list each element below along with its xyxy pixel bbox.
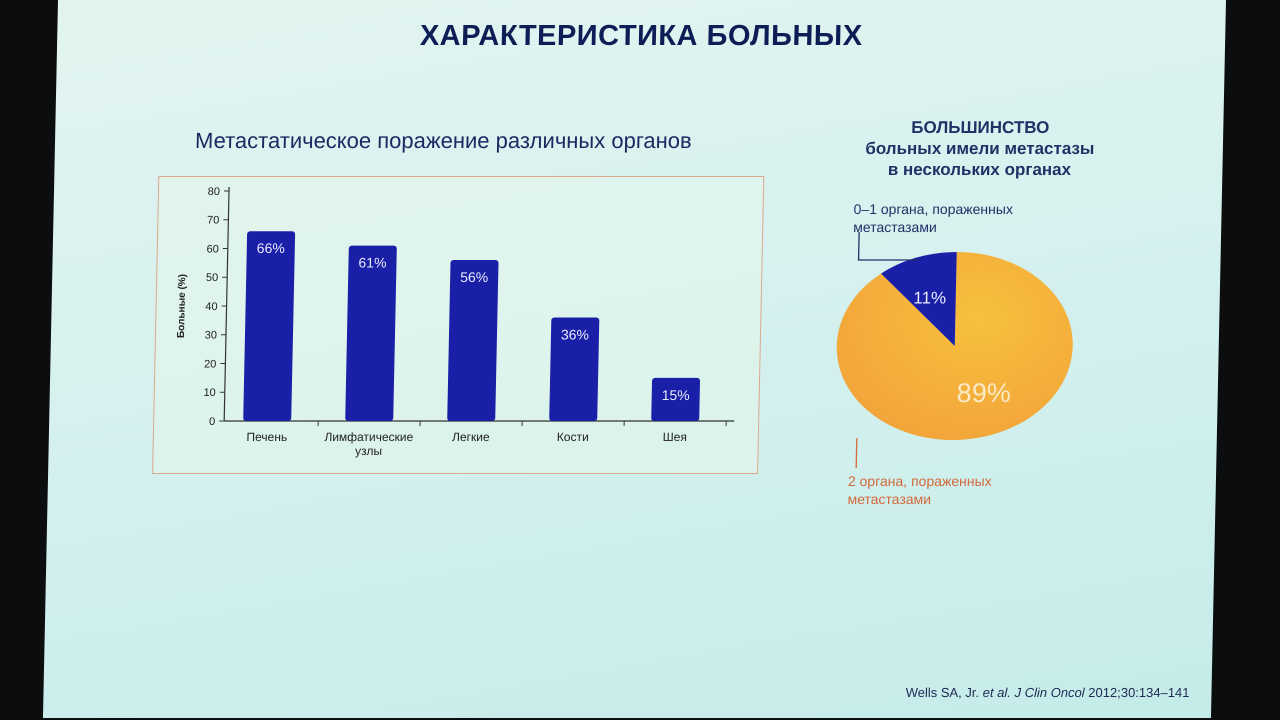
bar-data-label: 56%: [460, 269, 488, 285]
y-axis-label: Больные (%): [176, 274, 188, 338]
pie-leader-small: [857, 232, 919, 261]
citation-ref: 2012;30:134–141: [1088, 685, 1190, 700]
bar: [651, 377, 701, 421]
x-category-label: Печень: [246, 430, 287, 444]
pie-data-label-large: 89%: [956, 378, 1011, 408]
y-tick-label: 70: [207, 215, 219, 227]
pie-heading-line-2: больных имели метастазы: [865, 139, 1095, 158]
bar-data-label: 66%: [257, 240, 285, 256]
pie-data-label-small: 11%: [913, 288, 946, 307]
bar-chart-frame: 0 10 20 30 40 50 60 70 80 Больные (%) 66% Печень 61%…: [152, 176, 765, 474]
pie-heading-line-3: в нескольких органах: [887, 160, 1072, 179]
bar-chart-heading: Метастатическое поражение различных орга…: [194, 128, 692, 153]
pie-heading-line-1: БОЛЬШИНСТВО: [911, 118, 1050, 137]
citation-etal: et al.: [982, 685, 1012, 700]
bar-data-label: 36%: [561, 327, 589, 343]
y-tick-label: 30: [205, 330, 217, 342]
bar-chart: 0 10 20 30 40 50 60 70 80 Больные (%) 66% Печень 61%…: [176, 186, 735, 458]
citation-journal: J Clin Oncol: [1014, 685, 1085, 700]
pie-chart: 11% 89%: [836, 232, 1073, 468]
y-tick-label: 10: [203, 387, 215, 399]
y-tick-label: 50: [206, 272, 218, 284]
bar: [447, 260, 499, 421]
pie-label-large-line-2: метастазами: [847, 491, 932, 507]
bar: [549, 317, 600, 421]
y-tick-label: 40: [205, 301, 218, 313]
pie-leader-large: [855, 438, 858, 468]
bar-data-label: 61%: [358, 255, 386, 271]
pie-label-small-line-1: 0–1 органа, пораженных: [853, 201, 1014, 217]
bar: [345, 245, 397, 421]
slide: ХАРАКТЕРИСТИКА БОЛЬНЫХ Метастатическое п…: [42, 0, 1226, 718]
y-tick-label: 80: [208, 186, 221, 198]
bar: [243, 231, 296, 421]
pie-chart-heading: БОЛЬШИНСТВО больных имели метастазы в не…: [839, 117, 1120, 180]
y-axis-line: [223, 187, 230, 421]
y-tick-label: 20: [204, 359, 217, 371]
y-tick-label: 60: [206, 244, 219, 256]
x-category-label: узлы: [355, 444, 382, 458]
citation-author: Wells SA, Jr.: [905, 685, 980, 700]
pie-slice-large: [836, 252, 1073, 440]
pie-slice-small: [881, 252, 957, 346]
pie-label-large-slice: 2 органа, пораженных метастазами: [847, 472, 992, 508]
slide-title: ХАРАКТЕРИСТИКА БОЛЬНЫХ: [419, 20, 863, 52]
x-category-label: Шея: [663, 430, 687, 444]
x-category-label: Легкие: [452, 430, 490, 444]
citation: Wells SA, Jr. et al. J Clin Oncol 2012;3…: [906, 685, 1190, 700]
x-category-label: Лимфатические: [324, 430, 413, 444]
bar-data-label: 15%: [662, 387, 690, 403]
y-tick-label: 0: [209, 416, 215, 428]
pie-label-large-line-1: 2 органа, пораженных: [847, 473, 992, 489]
x-category-label: Кости: [557, 430, 589, 444]
